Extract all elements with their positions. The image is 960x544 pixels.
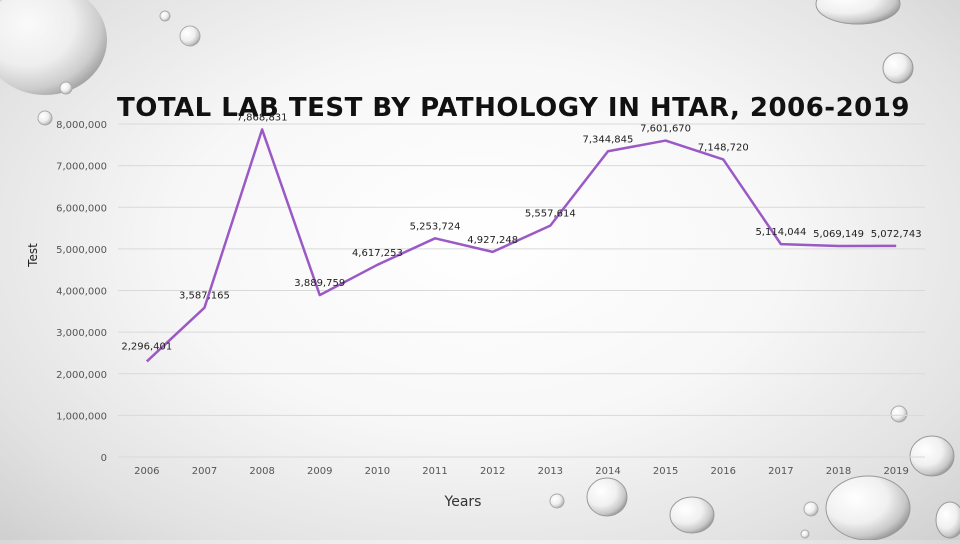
y-tick-label: 7,000,000 bbox=[56, 162, 107, 173]
y-tick-label: 8,000,000 bbox=[56, 120, 107, 131]
data-label: 7,344,845 bbox=[583, 134, 634, 145]
data-label: 5,072,743 bbox=[871, 229, 922, 240]
data-label: 4,927,248 bbox=[467, 235, 518, 246]
y-tick-label: 6,000,000 bbox=[56, 203, 107, 214]
data-label: 2,296,401 bbox=[121, 341, 172, 352]
x-axis-label: Years bbox=[444, 494, 482, 510]
y-tick-label: 2,000,000 bbox=[56, 370, 107, 381]
data-label: 5,114,044 bbox=[755, 227, 806, 238]
y-tick-label: 3,000,000 bbox=[56, 328, 107, 339]
x-tick-label: 2019 bbox=[883, 466, 908, 477]
data-labels: 2,296,401 3,587,165 7,868,831 3,889,759 4,61… bbox=[121, 112, 921, 352]
data-label: 5,069,149 bbox=[813, 229, 864, 240]
x-tick-label: 2009 bbox=[307, 466, 332, 477]
x-axis-ticks: 2006 2007 2008 2009 2010 2011 2012 2013 2014 2015… bbox=[134, 466, 909, 477]
y-tick-label: 4,000,000 bbox=[56, 287, 107, 298]
data-label: 3,587,165 bbox=[179, 291, 230, 302]
x-tick-label: 2018 bbox=[826, 466, 851, 477]
data-label: 4,617,253 bbox=[352, 248, 403, 259]
y-axis-label: Test bbox=[26, 243, 40, 267]
y-tick-label: 1,000,000 bbox=[56, 411, 107, 422]
x-tick-label: 2016 bbox=[711, 466, 736, 477]
x-tick-label: 2015 bbox=[653, 466, 678, 477]
x-tick-label: 2011 bbox=[422, 466, 447, 477]
x-tick-label: 2010 bbox=[365, 466, 390, 477]
data-label: 3,889,759 bbox=[294, 278, 345, 289]
data-label: 5,253,724 bbox=[410, 221, 461, 232]
x-tick-label: 2013 bbox=[538, 466, 563, 477]
data-label: 7,148,720 bbox=[698, 142, 749, 153]
series-line bbox=[145, 128, 897, 363]
x-tick-label: 2014 bbox=[595, 466, 620, 477]
data-label: 7,601,670 bbox=[640, 124, 691, 135]
x-tick-label: 2012 bbox=[480, 466, 505, 477]
y-tick-label: 5,000,000 bbox=[56, 245, 107, 256]
x-tick-label: 2006 bbox=[134, 466, 159, 477]
x-tick-label: 2017 bbox=[768, 466, 793, 477]
x-tick-label: 2007 bbox=[192, 466, 217, 477]
chart-title: TOTAL LAB TEST BY PATHOLOGY IN HTAR, 200… bbox=[117, 93, 910, 123]
data-label: 5,557,614 bbox=[525, 209, 576, 220]
data-label: 7,868,831 bbox=[237, 112, 288, 123]
gridlines bbox=[118, 123, 925, 458]
y-tick-label: 0 bbox=[101, 453, 107, 464]
x-tick-label: 2008 bbox=[249, 466, 274, 477]
y-axis-ticks: 0 1,000,000 2,000,000 3,000,000 4,000,000 5,0… bbox=[56, 120, 107, 464]
